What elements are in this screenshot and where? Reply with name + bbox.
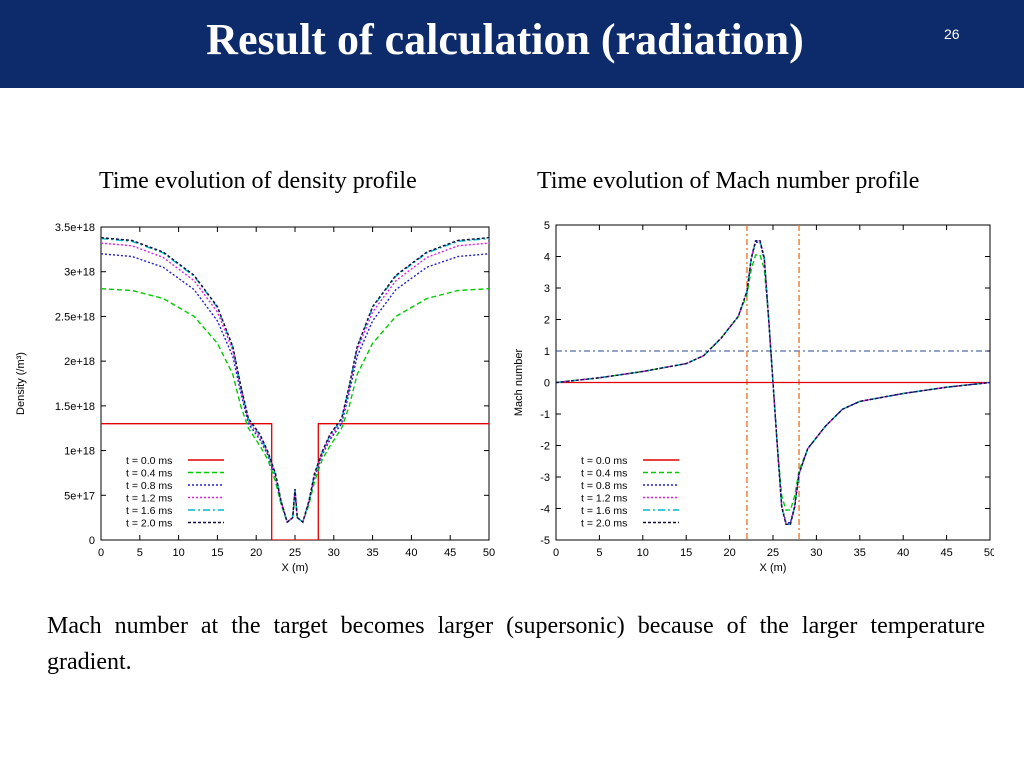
x-tick-label: 20	[723, 547, 735, 559]
x-tick-label: 30	[810, 547, 822, 559]
y-tick-label: 2.5e+18	[55, 311, 95, 323]
legend-label: t = 2.0 ms	[581, 518, 627, 530]
y-tick-label: 2	[544, 315, 550, 327]
x-tick-label: 45	[940, 547, 952, 559]
legend-label: t = 1.2 ms	[126, 493, 172, 505]
y-tick-label: -3	[540, 472, 550, 484]
y-tick-label: 1	[544, 346, 550, 358]
y-tick-label: -5	[540, 535, 550, 547]
x-tick-label: 10	[172, 547, 184, 559]
x-tick-label: 50	[483, 547, 495, 559]
x-tick-label: 15	[680, 547, 692, 559]
x-tick-label: 25	[289, 547, 301, 559]
legend-label: t = 1.6 ms	[126, 505, 172, 517]
x-tick-label: 5	[596, 547, 602, 559]
y-tick-label: 0	[89, 535, 95, 547]
conclusion-text: Mach number at the target becomes larger…	[47, 613, 985, 675]
y-tick-label: -2	[540, 441, 550, 453]
series-line-1	[101, 288, 489, 524]
slide-title: Result of calculation (radiation)	[206, 15, 804, 64]
x-tick-label: 5	[137, 547, 143, 559]
series-line-0	[101, 423, 489, 540]
y-tick-label: -1	[540, 409, 550, 421]
y-tick-label: 1.5e+18	[55, 401, 95, 413]
x-tick-label: 40	[897, 547, 909, 559]
slide-number: 26	[944, 26, 960, 42]
y-tick-label: 5e+17	[64, 490, 95, 502]
x-tick-label: 15	[211, 547, 223, 559]
y-tick-label: 2e+18	[64, 356, 95, 368]
title-bar: Result of calculation (radiation) 26	[0, 0, 1024, 88]
x-tick-label: 35	[854, 547, 866, 559]
legend-label: t = 2.0 ms	[126, 518, 172, 530]
y-tick-label: 3e+18	[64, 267, 95, 279]
legend-label: t = 0.4 ms	[126, 468, 172, 480]
density-chart-caption: Time evolution of density profile	[99, 168, 417, 194]
y-axis-label: Density (/m³)	[15, 352, 27, 415]
y-tick-label: 4	[544, 252, 550, 264]
legend-label: t = 0.8 ms	[581, 480, 627, 492]
x-tick-label: 50	[984, 547, 994, 559]
x-tick-label: 0	[98, 547, 104, 559]
legend-label: t = 0.0 ms	[581, 455, 627, 467]
mach-chart-caption: Time evolution of Mach number profile	[537, 168, 920, 194]
legend-label: t = 0.0 ms	[126, 455, 172, 467]
y-tick-label: 0	[544, 378, 550, 390]
y-tick-label: -4	[540, 504, 550, 516]
series-line-5	[556, 240, 990, 525]
x-tick-label: 40	[405, 547, 417, 559]
x-axis-label: X (m)	[282, 562, 309, 574]
x-tick-label: 20	[250, 547, 262, 559]
x-tick-label: 0	[553, 547, 559, 559]
legend-label: t = 0.4 ms	[581, 468, 627, 480]
density-profile-chart: 0 5 10 15 20 25 30 35 40 45 50 0 5e+17 1e+18 1.5e+18 2e…	[15, 222, 495, 574]
y-tick-label: 5	[544, 220, 550, 232]
y-tick-label: 1e+18	[64, 446, 95, 458]
series-line-5	[101, 237, 489, 524]
x-axis-label: X (m)	[760, 562, 787, 574]
x-tick-label: 10	[637, 547, 649, 559]
x-tick-label: 30	[328, 547, 340, 559]
x-tick-label: 25	[767, 547, 779, 559]
legend-label: t = 0.8 ms	[126, 480, 172, 492]
y-tick-label: 3	[544, 283, 550, 295]
legend-label: t = 1.2 ms	[581, 493, 627, 505]
x-tick-label: 35	[366, 547, 378, 559]
y-axis-label: Mach number	[513, 349, 525, 417]
legend-label: t = 1.6 ms	[581, 505, 627, 517]
y-tick-label: 3.5e+18	[55, 222, 95, 234]
x-tick-label: 45	[444, 547, 456, 559]
